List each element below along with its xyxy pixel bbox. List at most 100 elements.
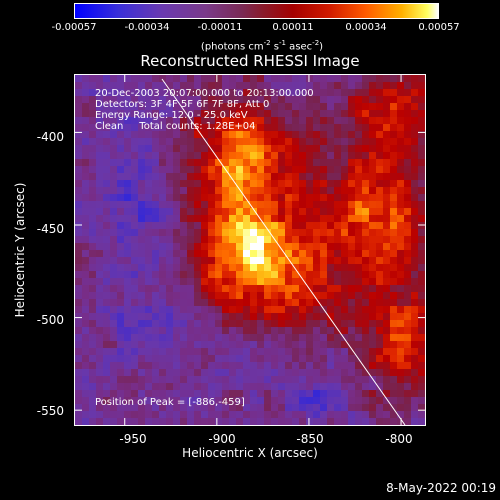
map-pixel: [327, 194, 335, 202]
map-pixel: [334, 362, 342, 370]
map-pixel: [404, 166, 412, 174]
map-pixel: [208, 404, 216, 412]
map-pixel: [75, 390, 83, 398]
map-pixel: [89, 397, 97, 405]
map-pixel: [327, 145, 335, 153]
map-pixel: [397, 201, 405, 209]
map-pixel: [124, 236, 132, 244]
map-pixel: [369, 194, 377, 202]
map-pixel: [292, 320, 300, 328]
map-pixel: [215, 243, 223, 251]
map-pixel: [411, 117, 419, 125]
map-pixel: [292, 89, 300, 97]
map-pixel: [138, 313, 146, 321]
map-pixel: [264, 264, 272, 272]
map-pixel: [334, 285, 342, 293]
map-pixel: [397, 411, 405, 419]
map-pixel: [320, 166, 328, 174]
map-pixel: [264, 194, 272, 202]
map-pixel: [208, 75, 216, 83]
map-pixel: [215, 369, 223, 377]
map-pixel: [285, 236, 293, 244]
map-pixel: [376, 341, 384, 349]
map-pixel: [152, 313, 160, 321]
map-pixel: [173, 306, 181, 314]
map-pixel: [334, 299, 342, 307]
map-pixel: [180, 75, 188, 83]
map-pixel: [187, 313, 195, 321]
map-pixel: [348, 306, 356, 314]
map-pixel: [355, 110, 363, 118]
map-pixel: [306, 131, 314, 139]
map-pixel: [145, 124, 153, 132]
map-pixel: [117, 180, 125, 188]
map-pixel: [404, 103, 412, 111]
map-pixel: [117, 208, 125, 216]
map-pixel: [383, 271, 391, 279]
map-pixel: [292, 180, 300, 188]
map-pixel: [411, 285, 419, 293]
map-pixel: [285, 138, 293, 146]
map-pixel: [404, 271, 412, 279]
map-pixel: [355, 131, 363, 139]
map-pixel: [180, 103, 188, 111]
map-pixel: [82, 411, 90, 419]
map-pixel: [334, 383, 342, 391]
map-pixel: [222, 404, 230, 412]
map-pixel: [355, 159, 363, 167]
map-pixel: [75, 397, 83, 405]
map-pixel: [75, 187, 83, 195]
map-pixel: [390, 187, 398, 195]
map-pixel: [299, 411, 307, 419]
map-pixel: [306, 292, 314, 300]
map-pixel: [320, 243, 328, 251]
map-pixel: [229, 348, 237, 356]
map-pixel: [173, 348, 181, 356]
map-pixel: [348, 418, 356, 425]
y-tick-label: -550: [36, 404, 64, 418]
map-pixel: [369, 355, 377, 363]
map-pixel: [411, 250, 419, 258]
map-pixel: [75, 229, 83, 237]
map-pixel: [306, 362, 314, 370]
map-pixel: [222, 355, 230, 363]
map-pixel: [152, 173, 160, 181]
map-pixel: [229, 355, 237, 363]
map-pixel: [362, 110, 370, 118]
map-pixel: [110, 278, 118, 286]
map-pixel: [166, 313, 174, 321]
map-pixel: [250, 145, 258, 153]
map-pixel: [243, 299, 251, 307]
map-pixel: [404, 229, 412, 237]
map-pixel: [383, 117, 391, 125]
map-pixel: [278, 243, 286, 251]
map-pixel: [327, 418, 335, 425]
map-pixel: [236, 397, 244, 405]
map-pixel: [131, 404, 139, 412]
map-pixel: [166, 138, 174, 146]
map-pixel: [110, 313, 118, 321]
map-pixel: [180, 397, 188, 405]
map-pixel: [250, 138, 258, 146]
map-pixel: [131, 264, 139, 272]
map-pixel: [278, 404, 286, 412]
map-pixel: [145, 376, 153, 384]
map-pixel: [89, 201, 97, 209]
map-pixel: [383, 292, 391, 300]
map-pixel: [299, 152, 307, 160]
map-pixel: [299, 145, 307, 153]
map-pixel: [243, 278, 251, 286]
map-pixel: [376, 243, 384, 251]
map-pixel: [285, 404, 293, 412]
map-pixel: [124, 215, 132, 223]
map-pixel: [110, 222, 118, 230]
map-pixel: [75, 222, 83, 230]
map-pixel: [236, 82, 244, 90]
map-pixel: [411, 411, 419, 419]
map-pixel: [285, 264, 293, 272]
map-pixel: [208, 124, 216, 132]
map-pixel: [82, 138, 90, 146]
map-pixel: [327, 229, 335, 237]
map-pixel: [271, 264, 279, 272]
colorbar-unit: (photons cm-2 s-1 asec-2): [200, 39, 324, 53]
